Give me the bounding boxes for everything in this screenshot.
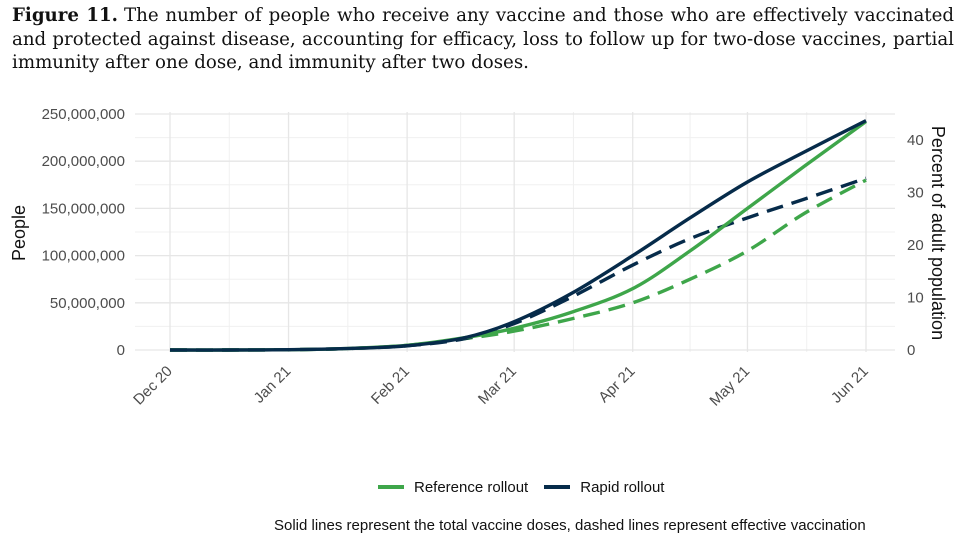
y-tick-label: 50,000,000	[50, 295, 125, 312]
y-tick-label: 200,000,000	[42, 153, 125, 170]
legend-item-reference: Reference rollout	[378, 479, 528, 496]
series-lines	[169, 119, 867, 352]
secondary-y-axis: 0 10 20 30 40	[907, 132, 924, 359]
legend-swatch-reference	[378, 485, 404, 489]
legend-item-rapid: Rapid rollout	[544, 479, 664, 496]
y-tick-label: 250,000,000	[42, 106, 125, 123]
figure-caption: Figure 11. The number of people who recei…	[12, 4, 954, 75]
legend: Reference rollout Rapid rollout	[378, 476, 680, 498]
legend-swatch-rapid	[544, 485, 571, 489]
series-rapid-rollout-dashed	[169, 176, 867, 352]
grid	[135, 112, 895, 352]
x-tick-label: Mar 21	[475, 363, 520, 408]
x-tick-label: May 21	[706, 363, 753, 410]
figure-caption-text: The number of people who receive any vac…	[12, 5, 954, 73]
y-tick-label: 0	[117, 342, 125, 359]
x-tick-label: Feb 21	[368, 363, 413, 408]
x-tick-label: Jan 21	[251, 363, 295, 407]
secondary-y-tick-label: 30	[907, 185, 924, 202]
y-tick-label: 150,000,000	[42, 200, 125, 217]
series-reference-rollout-solid	[169, 120, 867, 352]
secondary-y-axis-title: Percent of adult population	[928, 126, 948, 340]
y-axis-title: People	[9, 205, 29, 261]
x-tick-label: Apr 21	[595, 363, 638, 406]
legend-label-reference: Reference rollout	[414, 478, 529, 496]
series-rapid-rollout-solid	[169, 119, 867, 352]
secondary-y-tick-label: 0	[907, 342, 915, 359]
series-reference-rollout-dashed	[169, 178, 867, 352]
x-tick-label: Dec 20	[130, 363, 176, 409]
x-tick-label: Jun 21	[828, 363, 872, 407]
x-axis: Dec 20 Jan 21 Feb 21 Mar 21 Apr 21 May 21 Jun …	[130, 363, 872, 410]
secondary-y-tick-label: 10	[907, 290, 924, 307]
footnote: Solid lines represent the total vaccine …	[274, 517, 866, 534]
secondary-y-tick-label: 20	[907, 237, 924, 254]
figure-label: Figure 11.	[12, 5, 118, 26]
y-axis: 0 50,000,000 100,000,000 150,000,000 200,000…	[42, 106, 125, 359]
y-tick-label: 100,000,000	[42, 248, 125, 265]
legend-label-rapid: Rapid rollout	[580, 478, 665, 496]
secondary-y-tick-label: 40	[907, 132, 924, 149]
